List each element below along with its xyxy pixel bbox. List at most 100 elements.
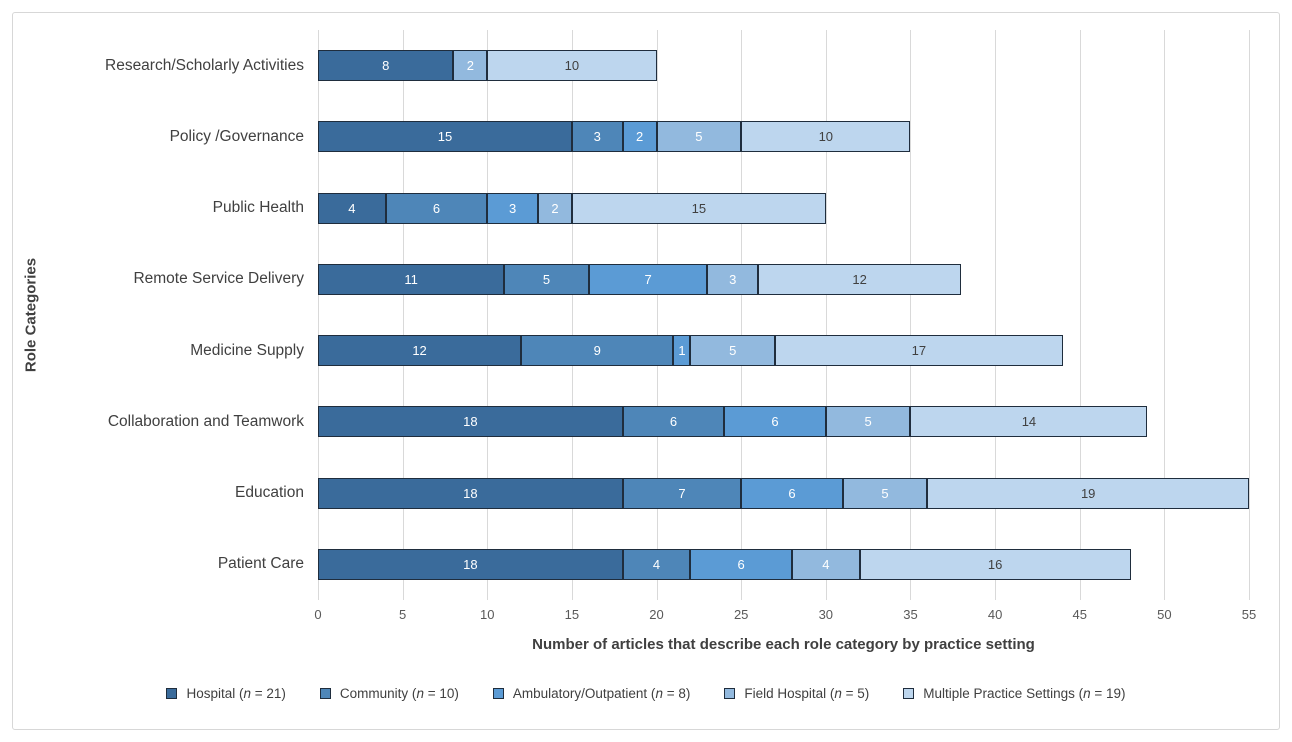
bar-segment-label: 17 (911, 343, 927, 359)
bar-segment: 17 (775, 335, 1063, 367)
category-label: Education (235, 484, 304, 502)
bar-segment: 5 (825, 406, 911, 438)
bar-segment-label: 12 (412, 343, 427, 359)
legend-label: Multiple Practice Settings (n = 19) (923, 686, 1126, 701)
bar-segment-label: 4 (652, 556, 661, 572)
gridline (1249, 30, 1250, 600)
bar-segment-label: 16 (987, 556, 1003, 572)
bar-segment: 4 (318, 192, 386, 224)
bar-segment: 3 (487, 192, 539, 224)
bar-segment: 5 (656, 121, 742, 153)
bar-segment-label: 10 (818, 129, 834, 145)
bar-segment-label: 5 (864, 414, 872, 430)
legend: Hospital (n = 21) Community (n = 10) Ambul… (0, 686, 1292, 701)
bar-segment: 7 (622, 477, 742, 509)
bar-segment-label: 18 (463, 556, 478, 572)
bar-segment: 2 (622, 121, 657, 153)
bar-segment: 15 (318, 121, 572, 153)
bar-segment-label: 4 (348, 200, 356, 216)
bar-segment: 5 (842, 477, 928, 509)
bar-segment-label: 7 (678, 485, 686, 501)
legend-n-symbol: n (655, 686, 663, 701)
bar-segment: 15 (571, 192, 826, 224)
legend-marker (319, 688, 331, 699)
bar-segment: 6 (690, 548, 792, 580)
plot-area: 8 2 10 15 3 2 5 10 4 6 3 2 15 11 5 7 3 12 12 9 1 5 17 18 6 6 5 14 18… (318, 30, 1250, 600)
gridline (487, 30, 489, 600)
bar-segment: 6 (385, 192, 488, 224)
bar-segment: 4 (791, 548, 860, 580)
bar-segment-label: 15 (437, 129, 453, 145)
gridline (995, 30, 997, 600)
bar-segment-label: 6 (771, 414, 779, 430)
gridline (825, 30, 827, 600)
legend-marker (492, 688, 504, 699)
bar-segment: 2 (453, 50, 488, 82)
legend-n-symbol: n (834, 686, 842, 701)
bar-segment-label: 8 (382, 58, 390, 74)
x-tick-label: 20 (649, 607, 664, 622)
gridline (741, 30, 743, 600)
legend-label: Community (n = 10) (339, 686, 459, 701)
bar-segment: 12 (758, 263, 962, 295)
bar-segment-label: 19 (1080, 485, 1096, 501)
x-tick-label: 5 (399, 607, 407, 622)
bar-segment: 12 (318, 335, 522, 367)
category-axis: Research/Scholarly Activities Policy /Gov… (0, 30, 304, 600)
x-axis-ticks: 0 5 10 15 20 25 30 35 40 45 50 55 (314, 607, 1256, 625)
category-label: Research/Scholarly Activities (105, 56, 304, 74)
legend-marker (724, 688, 736, 699)
bar-segment: 3 (707, 263, 759, 295)
bar-segment: 5 (690, 335, 776, 367)
gridline (318, 30, 319, 600)
bar-row: 11 5 7 3 12 (318, 263, 1249, 295)
bar-segment-label: 15 (691, 200, 707, 216)
category-label: Medicine Supply (190, 341, 304, 359)
x-tick-label: 0 (314, 607, 322, 622)
bar-segment-label: 6 (432, 200, 441, 216)
bar-segment-label: 6 (788, 485, 796, 501)
bar-row: 18 4 6 4 16 (318, 548, 1249, 580)
bar-segment: 19 (927, 477, 1249, 509)
bar-segment: 7 (588, 263, 708, 295)
x-tick-label: 35 (903, 607, 918, 622)
legend-marker (166, 688, 178, 699)
bar-segment: 4 (622, 548, 691, 580)
gridline (571, 30, 573, 600)
x-axis-title: Number of articles that describe each ro… (532, 636, 1035, 653)
bar-segment-label: 4 (822, 556, 830, 572)
bar-segment-label: 2 (551, 200, 559, 216)
gridline (910, 30, 912, 600)
bar-segment: 10 (487, 50, 657, 82)
bar-segment: 2 (538, 192, 572, 224)
legend-item: Ambulatory/Outpatient (n = 8) (492, 686, 691, 701)
bar-segment-label: 3 (593, 129, 601, 145)
bar-segment: 3 (571, 121, 623, 153)
x-tick-label: 50 (1157, 607, 1172, 622)
x-tick-label: 30 (818, 607, 834, 622)
bar-row: 4 6 3 2 15 (318, 192, 1249, 224)
category-label: Policy /Governance (169, 127, 304, 145)
legend-item: Multiple Practice Settings (n = 19) (903, 686, 1126, 701)
bar-segment-label: 18 (463, 414, 478, 430)
bar-segment-label: 10 (564, 58, 580, 74)
bar-segment-label: 18 (463, 485, 478, 501)
legend-n-symbol: n (416, 686, 424, 701)
legend-marker (903, 688, 915, 699)
x-tick-label: 10 (480, 607, 495, 622)
x-tick-label: 25 (733, 607, 749, 622)
bar-segment-label: 7 (644, 271, 652, 287)
bar-segment: 14 (910, 406, 1148, 438)
bar-segment-label: 9 (593, 343, 601, 359)
bar-segment: 6 (724, 406, 826, 438)
legend-item: Field Hospital (n = 5) (724, 686, 869, 701)
bar-segment: 1 (673, 335, 691, 367)
legend-label: Ambulatory/Outpatient (n = 8) (512, 686, 691, 701)
bar-segment: 18 (318, 477, 623, 509)
x-tick-label: 45 (1072, 607, 1087, 622)
category-label: Remote Service Delivery (133, 270, 304, 288)
bar-segment: 9 (521, 335, 674, 367)
bar-segment-label: 3 (509, 200, 517, 216)
bar-segment-label: 11 (404, 271, 418, 287)
legend-label: Hospital (n = 21) (186, 686, 286, 701)
